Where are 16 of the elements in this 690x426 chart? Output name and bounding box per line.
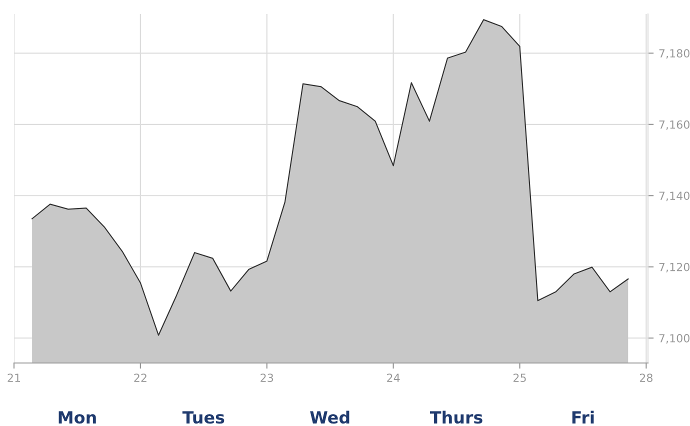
- y-tick-label: 7,100: [659, 334, 690, 344]
- x-tick-label: 25: [514, 374, 526, 382]
- x-tick-label: 22: [134, 374, 146, 382]
- text: Wed: [310, 410, 350, 424]
- y-tick-label: 7,160: [659, 120, 690, 130]
- y-tick-label: 7,180: [659, 49, 690, 59]
- y-tick-label: 7,140: [659, 192, 690, 202]
- text: Tues: [182, 411, 224, 424]
- x-tick-label: 21: [8, 374, 20, 382]
- text: Thurs: [430, 410, 482, 424]
- x-tick-label: 28: [640, 374, 653, 382]
- x-tick-label: 23: [260, 374, 274, 382]
- text: Mon: [58, 411, 96, 424]
- text: Fri: [572, 410, 594, 424]
- x-tick-label: 24: [387, 374, 400, 382]
- y-tick-label: 7,120: [659, 262, 690, 272]
